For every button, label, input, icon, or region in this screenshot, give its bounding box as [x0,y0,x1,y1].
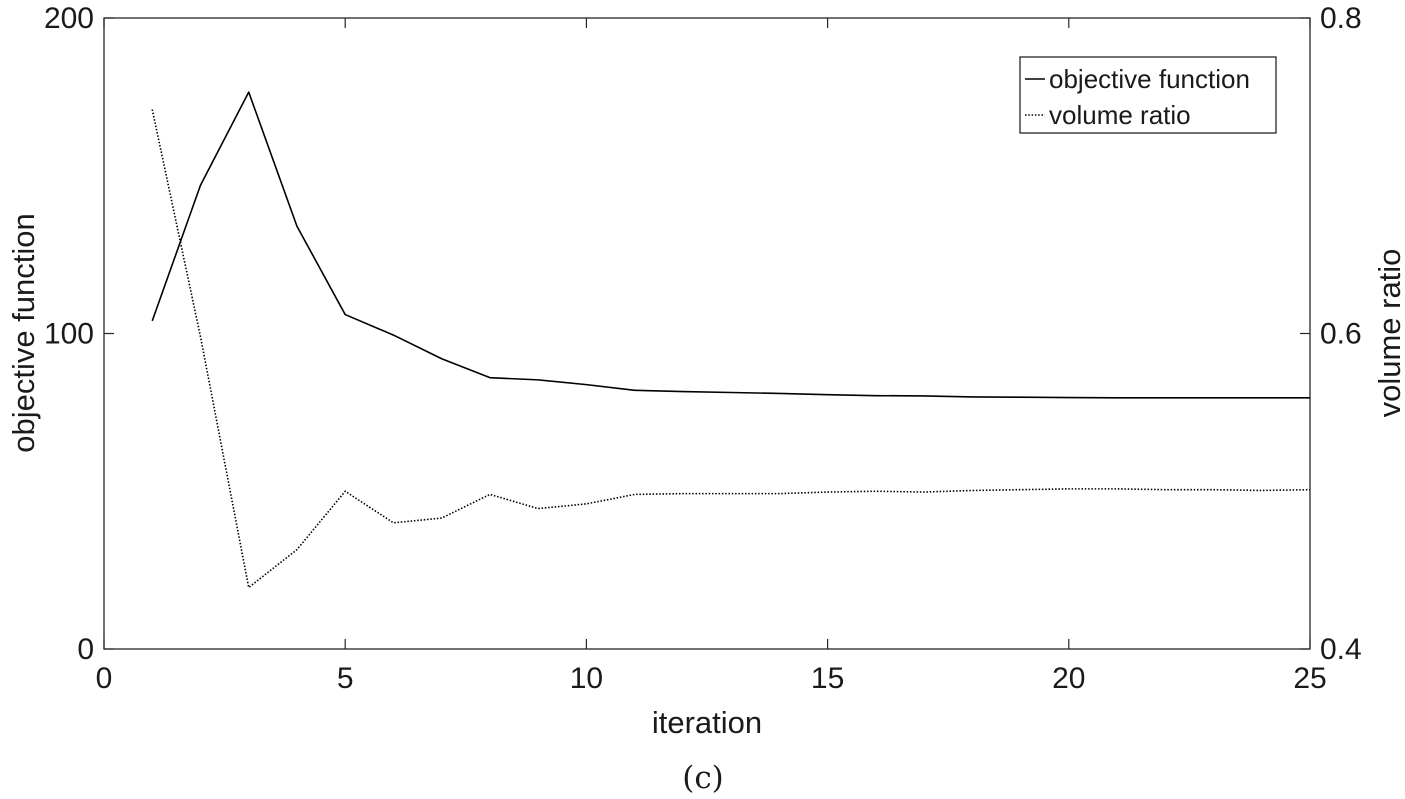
x-axis-label: iteration [652,705,762,740]
y2-tick-label: 0.4 [1320,633,1362,666]
legend-label-volume-ratio: volume ratio [1049,100,1191,130]
series-line-objective-function [151,91,1310,399]
legend-box [1019,56,1277,134]
x-tick-label: 5 [337,662,354,695]
y-tick-label: 100 [44,318,94,351]
legend: objective function volume ratio [1019,56,1277,134]
series-line-volume-ratio [151,109,1311,589]
x-tick-label: 15 [811,662,844,695]
figure-caption: (c) [682,760,724,796]
y2-tick-label: 0.6 [1320,318,1362,351]
y-axis-label: objective function [6,213,41,453]
x-tick-label: 10 [570,662,603,695]
ticks: 0 5 10 15 20 25 0 100 200 0.4 0.6 0.8 [44,2,1362,695]
y2-tick-label: 0.8 [1320,2,1362,35]
x-tick-label: 0 [96,662,113,695]
y-tick-label: 0 [77,633,94,666]
y-tick-label: 200 [44,2,94,35]
series [151,91,1311,589]
x-tick-label: 25 [1293,662,1326,695]
y2-axis-label: volume ratio [1372,249,1405,418]
x-tick-label: 20 [1052,662,1085,695]
legend-label-objective-function: objective function [1049,64,1250,94]
